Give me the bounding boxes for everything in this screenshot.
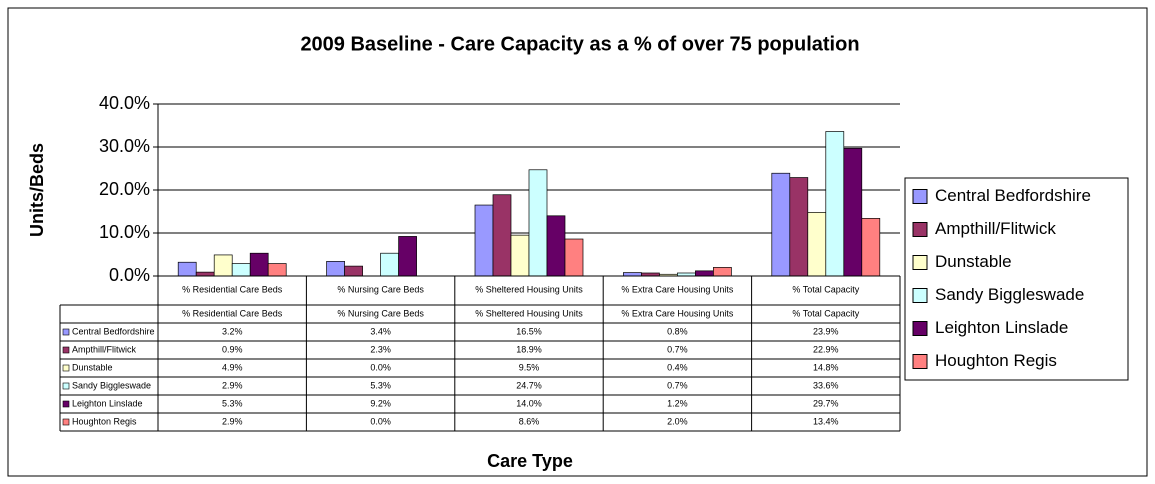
legend-label: Dunstable — [935, 252, 1012, 271]
table-cell: 23.9% — [813, 326, 839, 336]
bar — [213, 254, 233, 277]
x-tick-label: % Nursing Care Beds — [337, 284, 424, 294]
bar — [231, 263, 251, 277]
legend-label: Sandy Biggleswade — [935, 285, 1084, 304]
bar — [807, 212, 827, 277]
table-cell: 5.3% — [370, 380, 391, 390]
table-legend-key — [62, 382, 70, 390]
legend-label: Houghton Regis — [935, 351, 1057, 370]
bar — [564, 238, 584, 277]
x-tick-label: % Total Capacity — [792, 284, 859, 294]
table-cell: 4.9% — [222, 362, 243, 372]
bar — [825, 131, 845, 277]
bar — [474, 204, 494, 277]
table-legend-key — [62, 346, 70, 354]
table-legend-key — [62, 328, 70, 336]
bar — [510, 234, 530, 277]
bar — [249, 252, 269, 277]
table-cell: 1.2% — [667, 398, 688, 408]
bar — [623, 272, 642, 277]
table-cell: 24.7% — [516, 380, 542, 390]
table-row-label: Houghton Regis — [72, 416, 137, 426]
table-cell: 2.3% — [370, 344, 391, 354]
table-cell: 16.5% — [516, 326, 542, 336]
bar — [843, 147, 863, 277]
bar — [695, 270, 714, 277]
legend-key — [912, 255, 928, 270]
table-row-label: Leighton Linslade — [72, 398, 143, 408]
table-cell: 9.5% — [519, 362, 540, 372]
bar — [771, 172, 791, 277]
y-axis-label: Units/Beds — [27, 143, 47, 237]
table-cell: 3.4% — [370, 326, 391, 336]
x-tick-label: % Sheltered Housing Units — [475, 284, 583, 294]
chart-title: 2009 Baseline - Care Capacity as a % of … — [300, 33, 859, 55]
table-cell: 2.9% — [222, 380, 243, 390]
x-tick-label: % Residential Care Beds — [182, 284, 283, 294]
table-cell: 2.9% — [222, 416, 243, 426]
table-header: % Residential Care Beds — [182, 308, 283, 318]
table-cell: 5.3% — [222, 398, 243, 408]
legend-key — [912, 354, 928, 369]
bar — [713, 267, 732, 277]
table-legend-key — [62, 364, 70, 372]
legend-label: Leighton Linslade — [935, 318, 1068, 337]
table-cell: 0.7% — [667, 380, 688, 390]
legend-key — [912, 321, 928, 336]
table-row-label: Ampthill/Flitwick — [72, 344, 137, 354]
table-cell: 13.4% — [813, 416, 839, 426]
bar — [789, 177, 809, 277]
legend-box — [904, 177, 1129, 381]
y-tick-label: 40.0% — [99, 93, 150, 113]
table-legend-key — [62, 418, 70, 426]
table-cell: 0.7% — [667, 344, 688, 354]
table-cell: 18.9% — [516, 344, 542, 354]
table-cell: 33.6% — [813, 380, 839, 390]
table-cell: 22.9% — [813, 344, 839, 354]
table-cell: 0.0% — [370, 362, 391, 372]
bar — [528, 169, 548, 277]
y-tick-label: 10.0% — [99, 222, 150, 242]
table-header: % Nursing Care Beds — [337, 308, 424, 318]
table-header: % Extra Care Housing Units — [621, 308, 734, 318]
x-axis-label: Care Type — [487, 451, 573, 471]
bar — [492, 194, 512, 277]
table-header: % Sheltered Housing Units — [475, 308, 583, 318]
table-cell: 2.0% — [667, 416, 688, 426]
legend-label: Ampthill/Flitwick — [935, 219, 1056, 238]
table-cell: 0.9% — [222, 344, 243, 354]
legend-label: Central Bedfordshire — [935, 186, 1091, 205]
bar — [267, 263, 287, 277]
table-cell: 14.8% — [813, 362, 839, 372]
bar — [344, 265, 363, 277]
table-cell: 14.0% — [516, 398, 542, 408]
legend-key — [912, 288, 928, 303]
table-cell: 8.6% — [519, 416, 540, 426]
table-legend-key — [62, 400, 70, 408]
table-row-label: Dunstable — [72, 362, 113, 372]
legend-key — [912, 189, 928, 204]
table-cell: 0.0% — [370, 416, 391, 426]
bar — [861, 218, 881, 277]
bar — [177, 261, 197, 277]
legend-key — [912, 222, 928, 237]
bar — [195, 271, 215, 277]
bar — [380, 252, 399, 277]
table-header: % Total Capacity — [792, 308, 859, 318]
table-cell: 29.7% — [813, 398, 839, 408]
table-row-label: Central Bedfordshire — [72, 326, 155, 336]
y-tick-label: 20.0% — [99, 179, 150, 199]
table-row-label: Sandy Biggleswade — [72, 380, 151, 390]
x-tick-label: % Extra Care Housing Units — [621, 284, 734, 294]
bar — [546, 215, 566, 277]
y-tick-label: 30.0% — [99, 136, 150, 156]
table-cell: 0.8% — [667, 326, 688, 336]
table-cell: 9.2% — [370, 398, 391, 408]
table-cell: 3.2% — [222, 326, 243, 336]
bar — [326, 261, 345, 277]
table-cell: 0.4% — [667, 362, 688, 372]
bar — [398, 236, 417, 277]
y-tick-label: 0.0% — [109, 265, 150, 285]
